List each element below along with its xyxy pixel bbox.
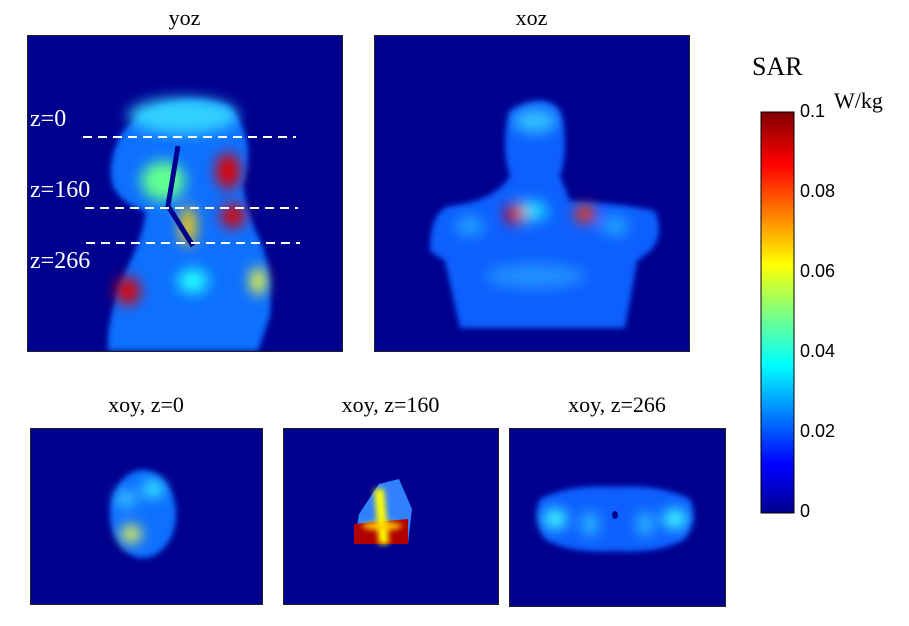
slice-label-z0: z=0	[30, 106, 67, 132]
heatmap-xoz	[374, 35, 690, 352]
panel-title-xoy-z266: xoy, z=266	[568, 392, 666, 417]
panel-title-yoz: yoz	[168, 5, 201, 30]
heatmap-yoz: z=0 z=160 z=266	[27, 35, 343, 352]
colorbar-tick: 0.02	[800, 421, 836, 441]
panel-title-xoy-z160: xoy, z=160	[341, 392, 440, 417]
colorbar-tick: 0.1	[800, 101, 826, 121]
colorbar-title: SAR	[752, 52, 803, 81]
panel-title-xoz: xoz	[515, 5, 548, 30]
panel-title-xoy-z0: xoy, z=0	[108, 392, 184, 417]
heatmap-xoy-z160	[283, 428, 499, 605]
colorbar-tick: 0.04	[800, 341, 836, 361]
colorbar-tick: 0	[800, 501, 811, 521]
slice-label-z160: z=160	[30, 177, 91, 203]
heatmap-xoy-z0	[30, 428, 263, 605]
colorbar	[760, 111, 795, 514]
heatmap-xoy-z266	[509, 428, 726, 607]
colorbar-tick: 0.08	[800, 181, 836, 201]
slice-label-z266: z=266	[30, 248, 91, 274]
colorbar-tick: 0.06	[800, 261, 836, 281]
colorbar-unit: W/kg	[834, 88, 883, 113]
